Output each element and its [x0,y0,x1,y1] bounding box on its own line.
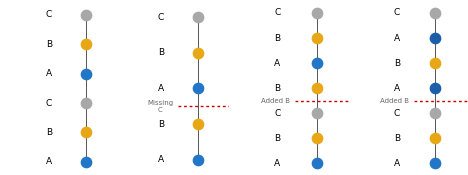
Text: B: B [158,120,164,129]
Point [431,137,439,140]
Text: B: B [158,48,164,57]
Text: Added B: Added B [380,98,410,104]
Point [313,137,321,140]
Point [313,37,321,39]
Point [431,37,439,39]
Text: C: C [45,10,52,19]
Text: A: A [274,59,280,68]
Text: B: B [46,40,52,49]
Text: C: C [158,13,164,22]
Point [194,16,202,19]
Text: A: A [394,159,400,168]
Point [313,162,321,165]
Text: Missing
C: Missing C [147,100,173,113]
Point [82,13,89,16]
Point [313,87,321,90]
Text: A: A [46,69,52,78]
Text: C: C [45,99,52,107]
Text: A: A [394,84,400,93]
Point [313,62,321,65]
Text: A: A [158,84,164,93]
Point [194,158,202,161]
Text: B: B [394,59,400,68]
Point [431,112,439,115]
Point [194,51,202,54]
Text: C: C [274,8,280,18]
Point [82,43,89,46]
Point [431,162,439,165]
Text: A: A [274,159,280,168]
Text: B: B [274,34,280,43]
Text: B: B [274,134,280,143]
Point [194,87,202,90]
Text: B: B [394,134,400,143]
Point [82,131,89,134]
Point [313,112,321,115]
Text: A: A [158,155,164,164]
Text: B: B [274,84,280,93]
Point [194,123,202,125]
Text: C: C [394,109,400,118]
Point [82,160,89,163]
Text: C: C [394,8,400,18]
Text: B: B [46,128,52,137]
Point [431,87,439,90]
Point [431,62,439,65]
Point [313,12,321,14]
Text: A: A [394,34,400,43]
Point [431,12,439,14]
Text: C: C [274,109,280,118]
Text: A: A [46,157,52,166]
Text: Added B: Added B [261,98,290,104]
Point [82,72,89,75]
Point [82,102,89,104]
